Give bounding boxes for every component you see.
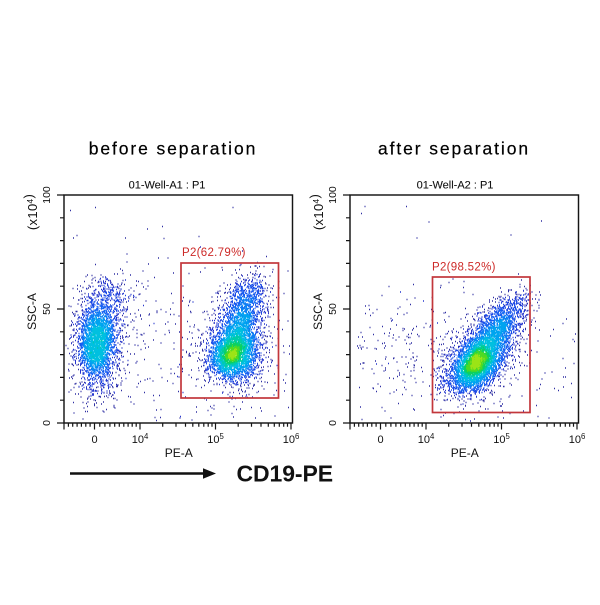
svg-text:PE-A: PE-A xyxy=(451,446,479,460)
svg-text:100: 100 xyxy=(41,186,53,204)
svg-text:0: 0 xyxy=(377,434,383,446)
svg-text:(x104): (x104) xyxy=(307,194,326,230)
svg-text:100: 100 xyxy=(327,186,339,204)
svg-text:01-Well-A2 : P1: 01-Well-A2 : P1 xyxy=(417,180,494,192)
svg-text:(x104): (x104) xyxy=(21,194,40,230)
svg-text:CD19-PE: CD19-PE xyxy=(237,461,333,487)
svg-text:P2(62.79%): P2(62.79%) xyxy=(182,247,246,259)
svg-text:0: 0 xyxy=(327,420,339,426)
svg-text:01-Well-A1 : P1: 01-Well-A1 : P1 xyxy=(129,180,206,192)
svg-text:SSC-A: SSC-A xyxy=(25,293,39,330)
svg-text:50: 50 xyxy=(327,303,339,315)
svg-text:0: 0 xyxy=(91,434,97,446)
svg-text:before separation: before separation xyxy=(89,139,258,159)
svg-text:P2(98.52%): P2(98.52%) xyxy=(432,262,496,274)
svg-text:50: 50 xyxy=(41,303,53,315)
svg-text:SSC-A: SSC-A xyxy=(311,293,325,330)
svg-text:PE-A: PE-A xyxy=(165,446,193,460)
svg-text:after separation: after separation xyxy=(378,139,530,159)
svg-text:0: 0 xyxy=(41,420,53,426)
